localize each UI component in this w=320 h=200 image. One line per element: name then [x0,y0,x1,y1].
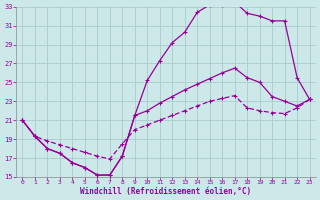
X-axis label: Windchill (Refroidissement éolien,°C): Windchill (Refroidissement éolien,°C) [80,187,252,196]
